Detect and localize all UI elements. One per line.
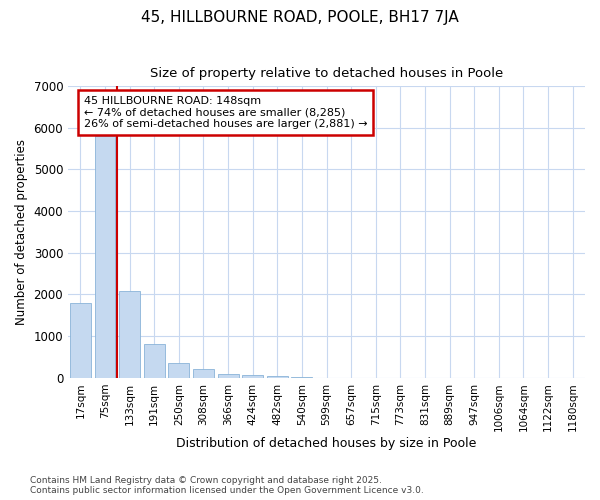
Bar bbox=[242, 376, 263, 378]
Bar bbox=[292, 376, 313, 378]
Bar bbox=[70, 302, 91, 378]
Text: Contains HM Land Registry data © Crown copyright and database right 2025.
Contai: Contains HM Land Registry data © Crown c… bbox=[30, 476, 424, 495]
X-axis label: Distribution of detached houses by size in Poole: Distribution of detached houses by size … bbox=[176, 437, 477, 450]
Bar bbox=[169, 363, 189, 378]
Bar bbox=[267, 376, 288, 378]
Bar bbox=[95, 136, 115, 378]
Y-axis label: Number of detached properties: Number of detached properties bbox=[15, 139, 28, 325]
Text: 45 HILLBOURNE ROAD: 148sqm
← 74% of detached houses are smaller (8,285)
26% of s: 45 HILLBOURNE ROAD: 148sqm ← 74% of deta… bbox=[83, 96, 367, 130]
Bar bbox=[119, 291, 140, 378]
Title: Size of property relative to detached houses in Poole: Size of property relative to detached ho… bbox=[150, 68, 503, 80]
Text: 45, HILLBOURNE ROAD, POOLE, BH17 7JA: 45, HILLBOURNE ROAD, POOLE, BH17 7JA bbox=[141, 10, 459, 25]
Bar bbox=[218, 374, 239, 378]
Bar bbox=[193, 369, 214, 378]
Bar bbox=[144, 344, 164, 378]
